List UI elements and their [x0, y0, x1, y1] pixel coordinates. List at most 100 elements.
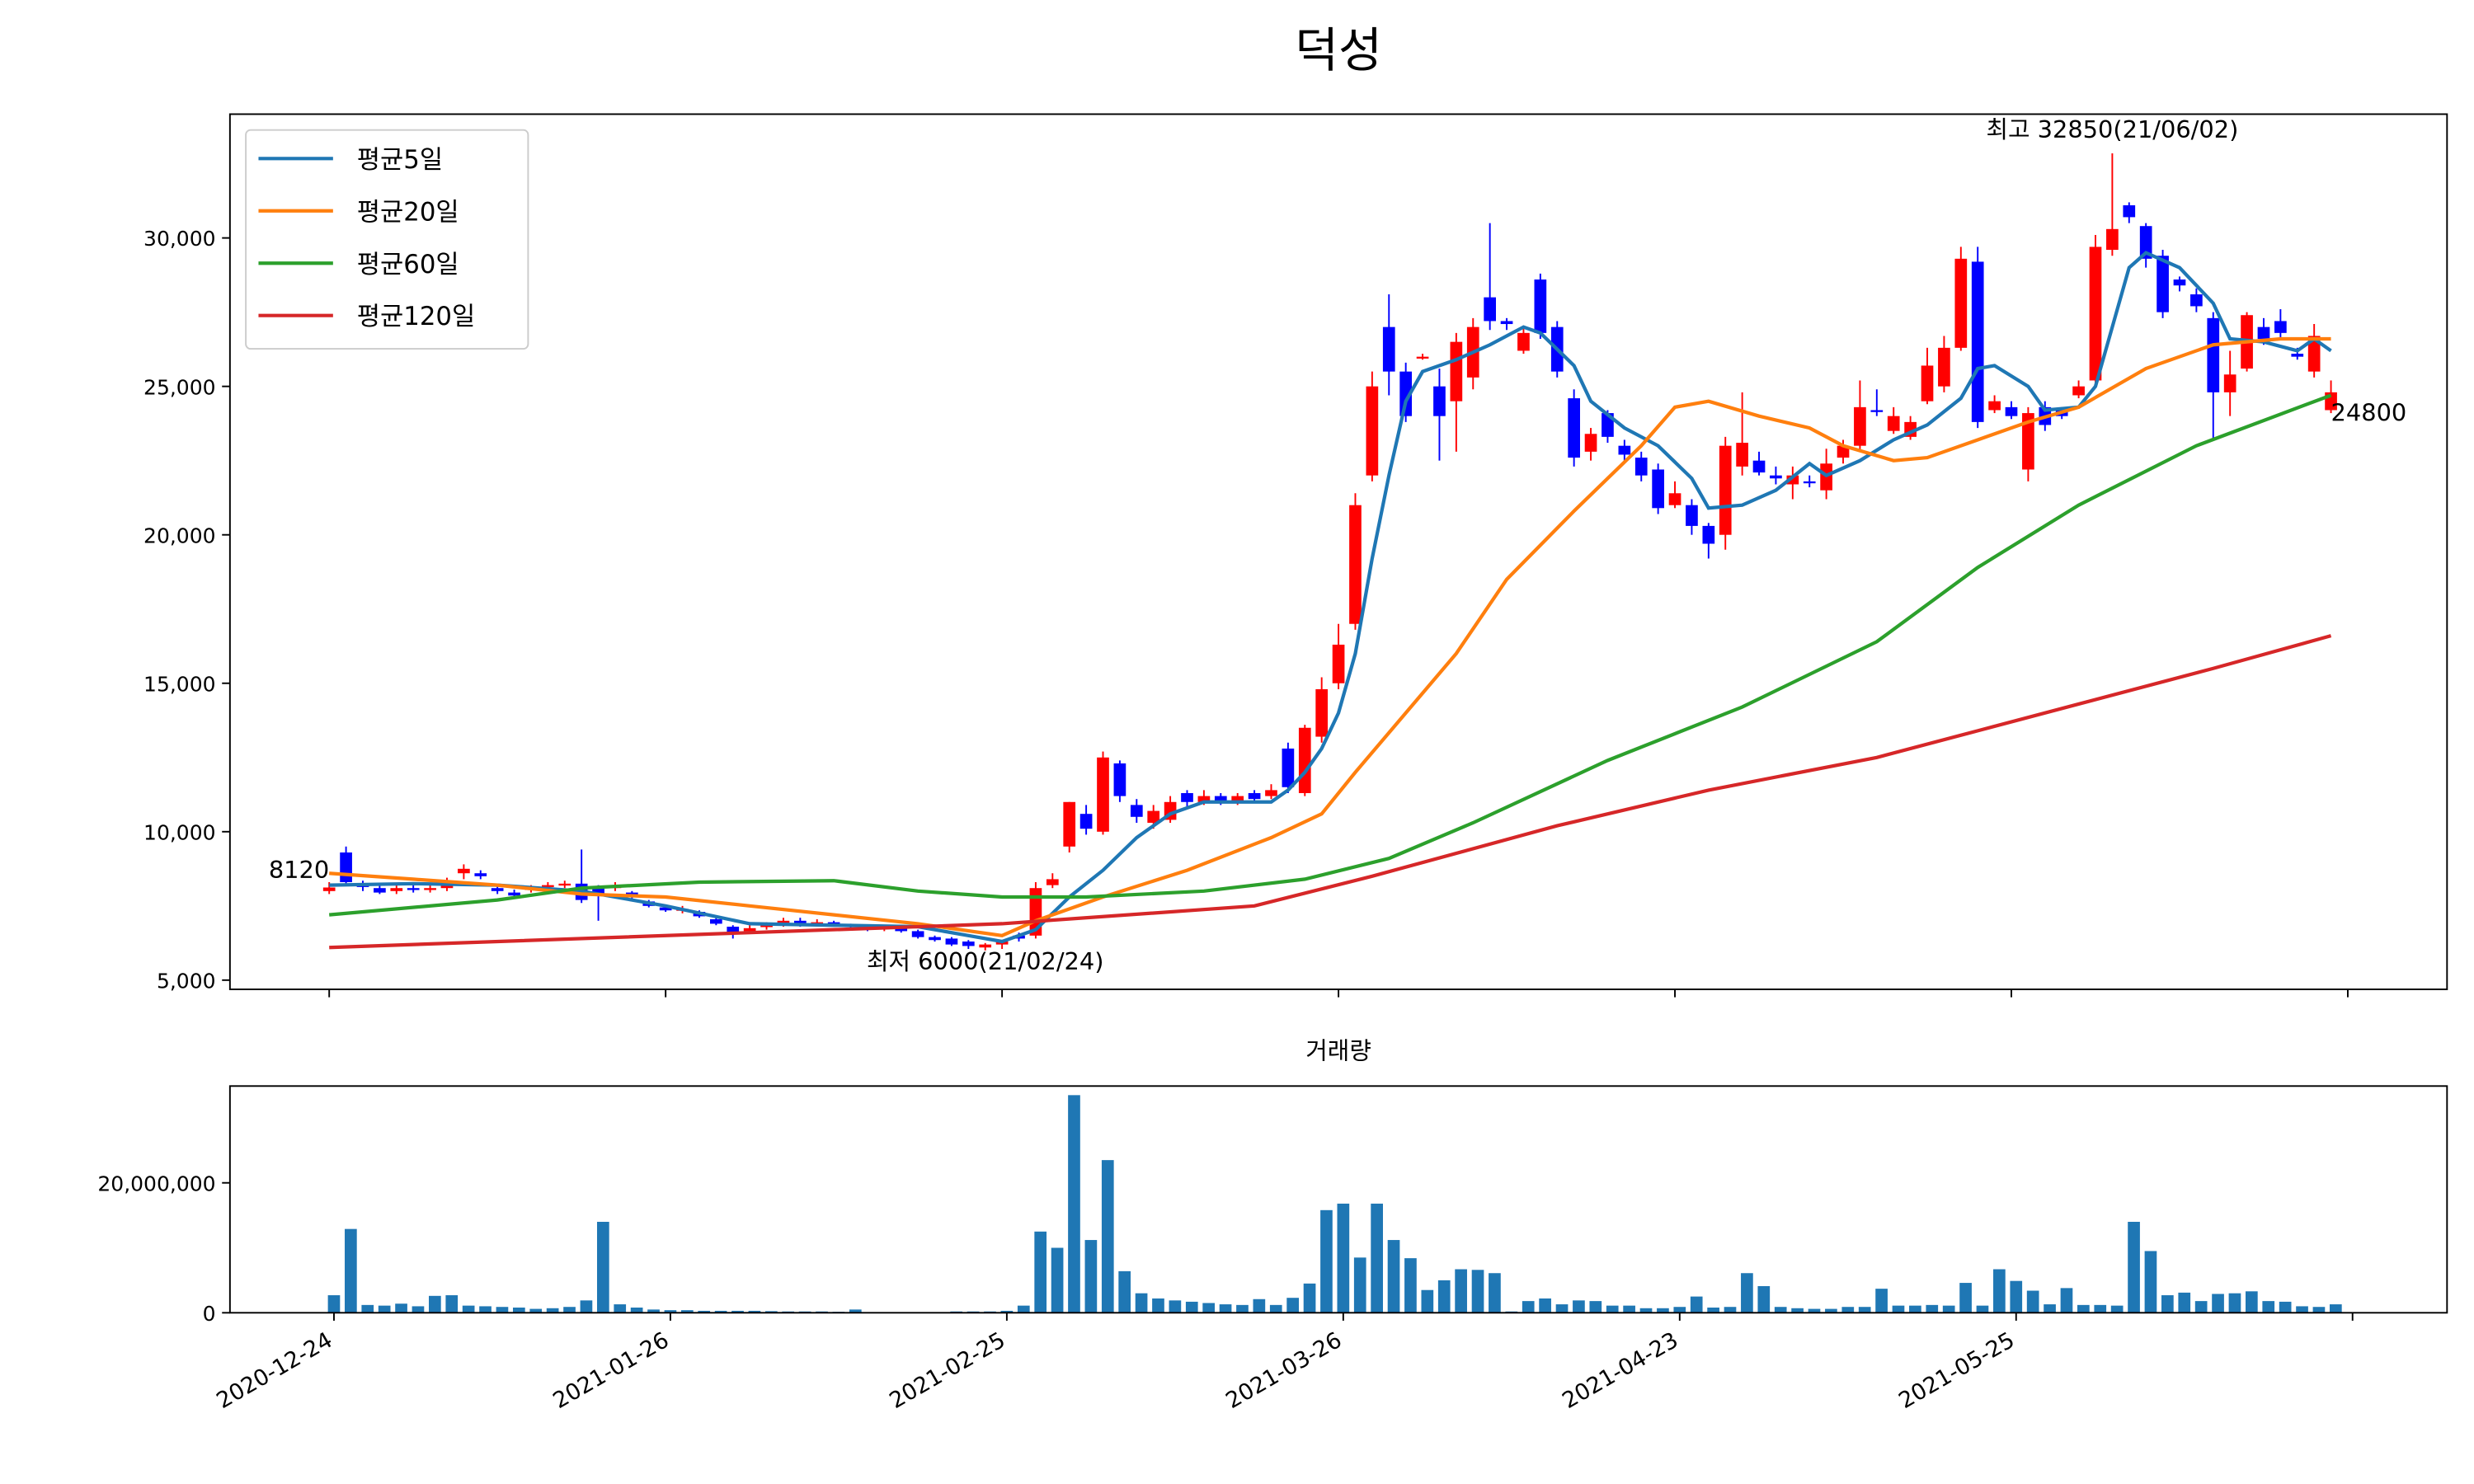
volume-title: 거래량: [1305, 1037, 1371, 1065]
candle-body: [1668, 493, 1681, 505]
candle-body: [1248, 792, 1261, 800]
volume-bar: [1404, 1258, 1417, 1313]
candle-body: [2223, 374, 2236, 392]
volume-bar: [2128, 1221, 2140, 1313]
candle-body: [1079, 814, 1093, 829]
legend-box: [245, 129, 529, 350]
candle-body: [1282, 748, 1295, 787]
candle-body: [1366, 386, 1379, 476]
candle-body: [793, 920, 807, 924]
candle-body: [659, 907, 672, 911]
volume-bar: [1623, 1305, 1635, 1313]
candle-body: [374, 888, 386, 893]
legend-label: 평균20일: [357, 197, 459, 227]
candle-body: [424, 888, 436, 890]
volume-bar: [1353, 1257, 1366, 1313]
candle-body: [1315, 688, 1329, 737]
y-tick-label: 30,000: [143, 227, 215, 251]
annotation: 24800: [2331, 398, 2407, 426]
candle-body: [962, 942, 975, 946]
volume-bar: [1185, 1301, 1198, 1313]
volume-bar: [614, 1304, 627, 1313]
candle-body: [1954, 258, 1968, 348]
y-tick-label: 25,000: [143, 375, 215, 399]
volume-bar: [1522, 1301, 1535, 1313]
candle-body: [458, 868, 470, 874]
volume-bar: [2077, 1304, 2090, 1313]
candle-body: [2207, 317, 2220, 392]
candle-body: [390, 888, 403, 891]
candle-body: [1971, 261, 1984, 422]
legend-label: 평균120일: [357, 302, 476, 331]
candle-body: [1046, 879, 1059, 885]
volume-bar: [1000, 1310, 1014, 1313]
candle-body: [1332, 644, 1345, 683]
volume-bar: [2060, 1288, 2073, 1313]
plot-frame: [228, 1085, 2448, 1314]
volume-bar: [412, 1306, 425, 1313]
candle-body: [1988, 401, 2001, 411]
volume-bar: [1976, 1305, 1989, 1313]
volume-bar: [1219, 1304, 1232, 1313]
volume-bar: [1657, 1308, 1669, 1313]
candle-body: [1584, 434, 1597, 452]
candle-body: [1113, 763, 1126, 796]
candle-body: [1921, 365, 1934, 402]
candle-body: [2106, 228, 2119, 251]
candle-body: [2072, 386, 2085, 396]
candle-body: [2089, 247, 2102, 381]
volume-bar: [1437, 1280, 1451, 1313]
volume-bar: [2212, 1294, 2224, 1313]
volume-bar: [2194, 1301, 2208, 1313]
candle-body: [1349, 505, 1362, 624]
volume-bar: [1068, 1095, 1080, 1313]
volume-bar: [2094, 1304, 2107, 1313]
volume-bar: [1825, 1308, 1837, 1313]
volume-bar: [2228, 1293, 2241, 1313]
volume-bar: [1858, 1307, 1871, 1313]
candle-body: [1887, 416, 1900, 431]
volume-bar: [748, 1310, 761, 1313]
candle-body: [1534, 279, 1547, 333]
candle-body: [1854, 406, 1866, 446]
candle-body: [1399, 371, 1413, 416]
volume-bar: [580, 1300, 593, 1313]
volume-bar: [1371, 1203, 1383, 1313]
candle-body: [979, 944, 992, 948]
volume-bar: [2279, 1301, 2292, 1313]
volume-bar: [563, 1307, 576, 1313]
volume-bar: [2026, 1290, 2039, 1313]
volume-bar: [1606, 1305, 1619, 1313]
volume-bar: [1286, 1298, 1299, 1313]
volume-bar: [1942, 1305, 1955, 1313]
volume-bar: [647, 1309, 660, 1313]
volume-bar: [731, 1310, 744, 1313]
volume-bar: [2296, 1306, 2308, 1313]
volume-bar: [1909, 1305, 1921, 1313]
volume-bar: [546, 1308, 559, 1313]
candle-body: [1097, 757, 1109, 832]
volume-bar: [1084, 1240, 1098, 1313]
volume-bar: [1841, 1307, 1855, 1313]
candle-body: [1618, 445, 1631, 455]
candle-body: [1719, 445, 1732, 535]
ma-line: [329, 251, 2332, 944]
volume-bar: [2312, 1307, 2326, 1313]
volume-bar: [1017, 1305, 1030, 1313]
chart-title: 덕성: [1295, 22, 1382, 78]
volume-bar: [327, 1295, 341, 1313]
candle-body: [710, 919, 722, 924]
volume-bar: [1875, 1289, 1888, 1313]
candle-body: [542, 885, 554, 887]
volume-bar: [1589, 1301, 1602, 1313]
volume-bar: [2245, 1291, 2258, 1313]
volume-bar: [596, 1221, 609, 1313]
y-tick-label: 15,000: [143, 672, 215, 696]
y-tick-label: 5,000: [157, 969, 216, 993]
volume-bar: [698, 1310, 711, 1313]
volume-bar: [512, 1308, 525, 1313]
volume-bar: [680, 1310, 694, 1313]
volume-bar: [1236, 1304, 1249, 1313]
volume-bar: [1791, 1308, 1804, 1313]
